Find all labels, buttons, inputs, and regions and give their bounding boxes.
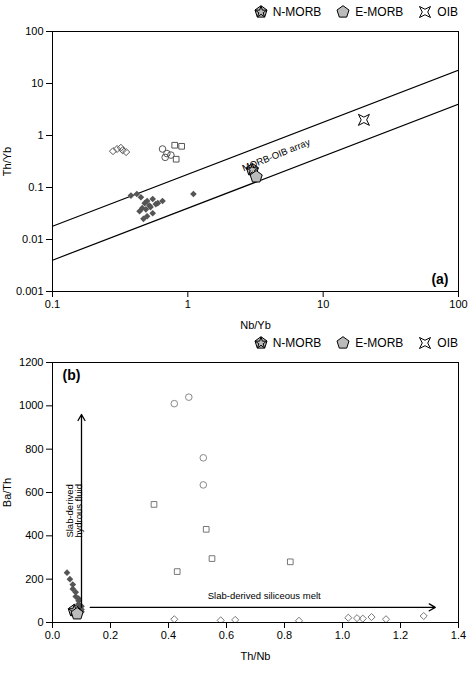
svg-text:800: 800: [25, 443, 43, 455]
svg-text:(a): (a): [431, 271, 448, 287]
svg-text:100: 100: [25, 25, 43, 37]
svg-text:0.01: 0.01: [22, 233, 43, 245]
svg-text:Slab-derived siliceous melt: Slab-derived siliceous melt: [208, 590, 321, 601]
svg-text:(b): (b): [63, 367, 81, 383]
svg-text:0: 0: [37, 616, 43, 628]
svg-text:Ba/Th: Ba/Th: [1, 478, 13, 507]
html-text:N-MORB: N-MORB: [272, 336, 322, 350]
svg-text:1.0: 1.0: [335, 629, 350, 641]
html-text:E-MORB: E-MORB: [355, 336, 404, 350]
svg-text:1.2: 1.2: [393, 629, 408, 641]
svg-text:0.6: 0.6: [219, 629, 234, 641]
html-text:E-MORB: E-MORB: [355, 5, 404, 19]
svg-text:Slab-derivedhydrous fluid: Slab-derivedhydrous fluid: [64, 484, 85, 538]
svg-text:1200: 1200: [19, 356, 43, 368]
svg-text:0.001: 0.001: [16, 285, 44, 297]
svg-text:MORB-OIB array: MORB-OIB array: [240, 136, 311, 173]
svg-text:Th/Nb: Th/Nb: [241, 650, 271, 662]
svg-text:0.0: 0.0: [45, 629, 60, 641]
svg-text:0.2: 0.2: [103, 629, 118, 641]
svg-text:0.8: 0.8: [277, 629, 292, 641]
svg-text:1.4: 1.4: [451, 629, 466, 641]
html-text:OIB: OIB: [437, 5, 458, 19]
svg-text:100: 100: [449, 298, 467, 310]
svg-text:10: 10: [31, 77, 43, 89]
svg-text:Nb/Yb: Nb/Yb: [240, 319, 271, 331]
html-text:N-MORB: N-MORB: [272, 5, 322, 19]
html-text:OIB: OIB: [437, 336, 458, 350]
svg-text:10: 10: [317, 298, 329, 310]
svg-text:1000: 1000: [19, 399, 43, 411]
svg-text:0.1: 0.1: [28, 181, 43, 193]
svg-text:Th/Yb: Th/Yb: [1, 147, 13, 176]
svg-text:0.4: 0.4: [161, 629, 176, 641]
svg-text:1: 1: [37, 129, 43, 141]
svg-text:600: 600: [25, 486, 43, 498]
svg-text:1: 1: [185, 298, 191, 310]
svg-text:400: 400: [25, 529, 43, 541]
svg-text:200: 200: [25, 573, 43, 585]
svg-text:0.1: 0.1: [45, 298, 60, 310]
